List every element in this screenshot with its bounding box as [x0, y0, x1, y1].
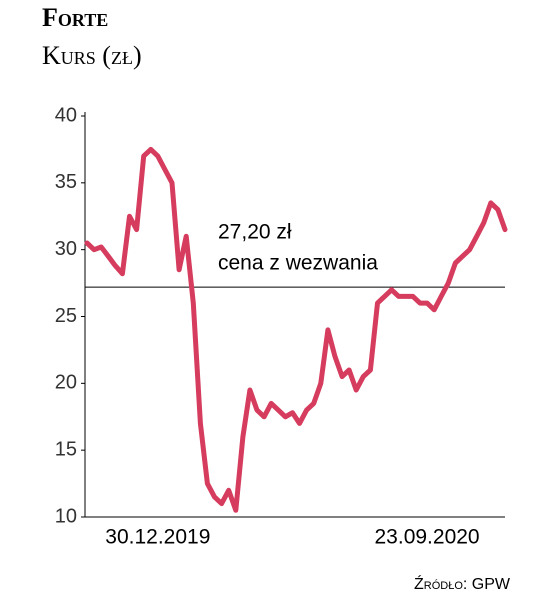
y-tick-label: 15: [55, 438, 77, 460]
y-tick-label: 40: [55, 104, 77, 126]
reference-label: 27,20 zł: [218, 221, 292, 244]
x-tick-label: 30.12.2019: [105, 526, 210, 549]
source: Źródło: GPW: [414, 574, 511, 593]
chart-subtitle: Kurs (zł): [42, 41, 142, 70]
y-tick-label: 35: [55, 171, 77, 193]
reference-note: cena z wezwania: [218, 252, 378, 275]
y-tick-label: 20: [55, 372, 77, 394]
price-line: [84, 146, 508, 513]
chart-title: Forte: [42, 3, 108, 32]
y-tick-label: 30: [55, 238, 77, 260]
y-tick-label: 25: [55, 305, 77, 327]
y-tick-label: 10: [55, 505, 77, 527]
x-tick-label: 23.09.2020: [375, 526, 480, 549]
